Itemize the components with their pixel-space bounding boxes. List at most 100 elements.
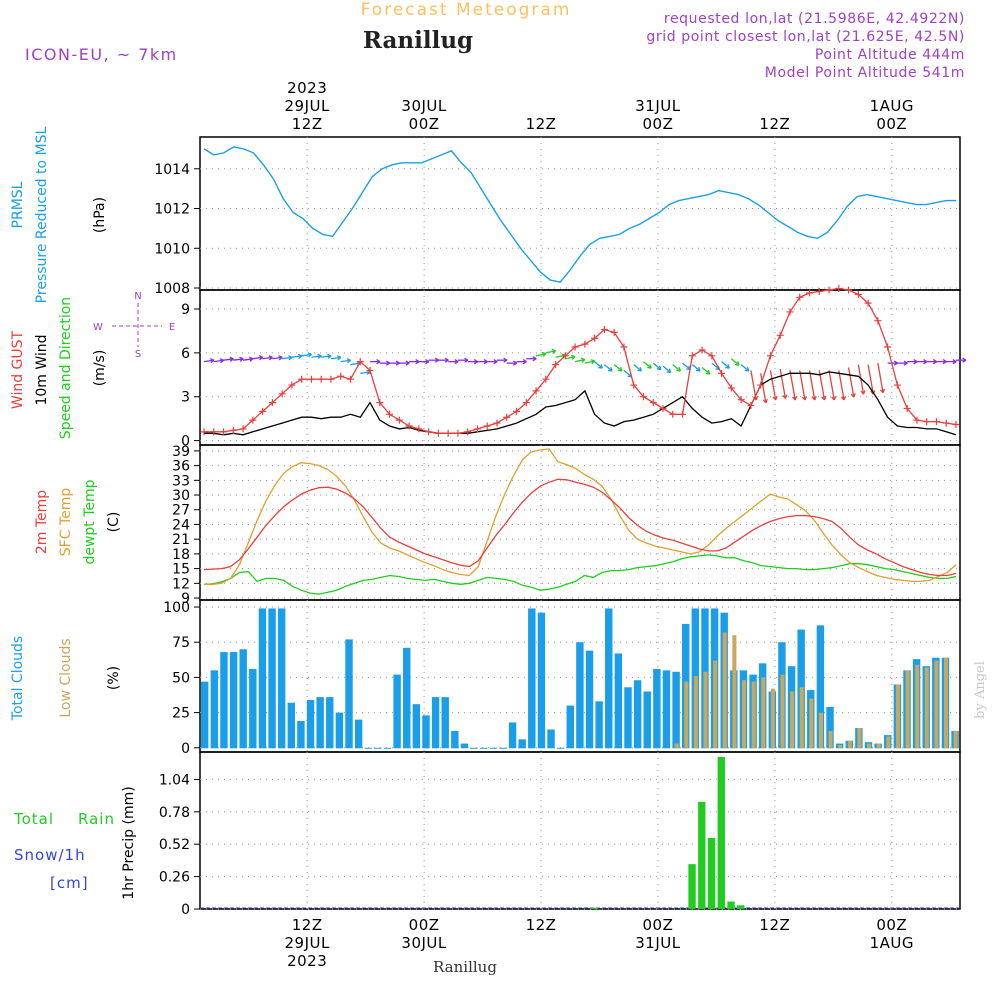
time-axis-bottom-label: 31JUL [635, 934, 680, 952]
total-clouds-bar [403, 647, 411, 749]
wind-arrow [838, 370, 845, 401]
precip-y-ticks: 0 0.26 0.52 0.78 1.04 [159, 772, 200, 918]
precip-label-rain: Rain [78, 810, 115, 828]
gust-marker [561, 352, 569, 360]
wind-arrow-head [656, 365, 662, 371]
gust-marker [727, 384, 735, 392]
gust-marker [288, 381, 296, 389]
point-altitude: Point Altitude 444m [815, 47, 965, 63]
gust-marker [639, 393, 647, 401]
time-axis-top-label: 1AUG [870, 97, 914, 115]
total-clouds-bar [451, 730, 459, 749]
time-axis-top-label: 12Z [759, 115, 790, 133]
time-axis-top-label: 12Z [526, 115, 557, 133]
y-tick-label: 0 [181, 741, 190, 757]
gust-marker [249, 416, 257, 424]
wind-arrow [282, 356, 293, 360]
temp-label-3: dewpt Temp [82, 479, 98, 564]
total-clouds-bar [566, 705, 574, 749]
wind-arrow-head [395, 360, 400, 366]
wind-arrow [623, 369, 633, 378]
time-axis-top-label: 00Z [409, 115, 440, 133]
gust-marker [688, 352, 696, 360]
wind-arrow-head [734, 361, 740, 366]
wind-arrow [311, 355, 322, 358]
low-clouds-bar [943, 657, 949, 749]
total-clouds-bar [210, 670, 219, 749]
wind-arrow-head [219, 358, 225, 364]
wind-arrow-head [942, 359, 947, 365]
low-clouds-bar [780, 674, 785, 749]
gust-marker [776, 331, 784, 339]
wind-arrow [301, 353, 312, 357]
gust-marker [229, 426, 237, 434]
temp-label-1: 2m Temp [34, 490, 50, 554]
wind-arrow-head [590, 359, 596, 365]
wind-arrow [867, 364, 874, 395]
total-clouds-bar [306, 699, 315, 749]
wind-arrow-head [522, 359, 527, 365]
y-tick-label: 1012 [154, 202, 190, 218]
time-axis-bottom-label: 1AUG [870, 934, 914, 952]
total-clouds-bar [518, 739, 526, 749]
wind-arrow-head [297, 353, 303, 359]
gust-marker [239, 425, 247, 433]
y-tick-label: 0.26 [159, 870, 190, 886]
wind-label-3: Speed and Direction [58, 297, 74, 439]
precip-label-cm: [cm] [50, 874, 89, 892]
wind-arrow-head [893, 360, 898, 366]
gust-marker [542, 375, 550, 383]
total-clouds-bar [470, 747, 478, 749]
low-clouds-bar [915, 664, 920, 749]
compass-rose: N W E S [93, 291, 175, 360]
y-tick-label: 3 [181, 390, 190, 406]
low-clouds-bar [895, 684, 900, 749]
wind-arrow-head [705, 369, 711, 375]
wind-arrow-head [229, 356, 234, 362]
wind-arrow [262, 356, 273, 360]
wind-arrow [828, 370, 835, 401]
panel-wind: 0 3 6 9 Wind GUST 10m Wind Speed and Direct… [10, 285, 967, 450]
gust-marker [327, 375, 335, 383]
total-clouds-bar [479, 747, 488, 749]
wind-arrow-head [307, 352, 312, 358]
compass-w: W [93, 322, 103, 333]
total-clouds-bar [345, 639, 353, 749]
gust-marker [464, 428, 472, 436]
y-tick-label: 24 [172, 517, 190, 533]
total-clouds-bar [374, 747, 382, 749]
wind-arrow [789, 370, 796, 401]
total-clouds-bar [412, 704, 421, 749]
pressure-label-1: PRMSL [10, 181, 26, 228]
y-tick-label: 9 [181, 591, 190, 607]
y-tick-label: 21 [172, 532, 190, 548]
total-clouds-bar [229, 652, 238, 749]
wind-arrow-head [821, 396, 827, 401]
low-clouds-bar [924, 667, 929, 749]
wind-arrow [252, 356, 263, 360]
wind-arrow [672, 364, 681, 372]
panel-precip: 0 0.26 0.52 0.78 1.04 Total Rain Snow/1h [cm… [13, 751, 961, 918]
gust-marker [903, 404, 911, 412]
wind-arrow-head [239, 356, 244, 362]
gust-marker [532, 387, 540, 395]
total-clouds-bar [605, 608, 613, 749]
precip-label-snow: Snow/1h [14, 846, 86, 864]
clouds-bars [201, 608, 959, 749]
gust-marker [884, 343, 892, 351]
gust-marker [659, 404, 667, 412]
wind-arrow-head [376, 359, 381, 365]
wind-arrow-head [483, 359, 488, 365]
product-title: Forecast Meteogram [361, 0, 572, 20]
y-tick-label: 30 [172, 488, 190, 504]
gust-marker [610, 328, 618, 336]
y-tick-label: 1010 [154, 241, 190, 257]
low-clouds-bar [674, 743, 679, 749]
gust-marker [581, 340, 589, 348]
wind-arrow-head [913, 359, 918, 365]
gust-marker [796, 293, 804, 301]
gust-marker [718, 369, 726, 377]
location-title: Ranillug [363, 27, 473, 54]
wind-arrow-head [923, 359, 928, 365]
